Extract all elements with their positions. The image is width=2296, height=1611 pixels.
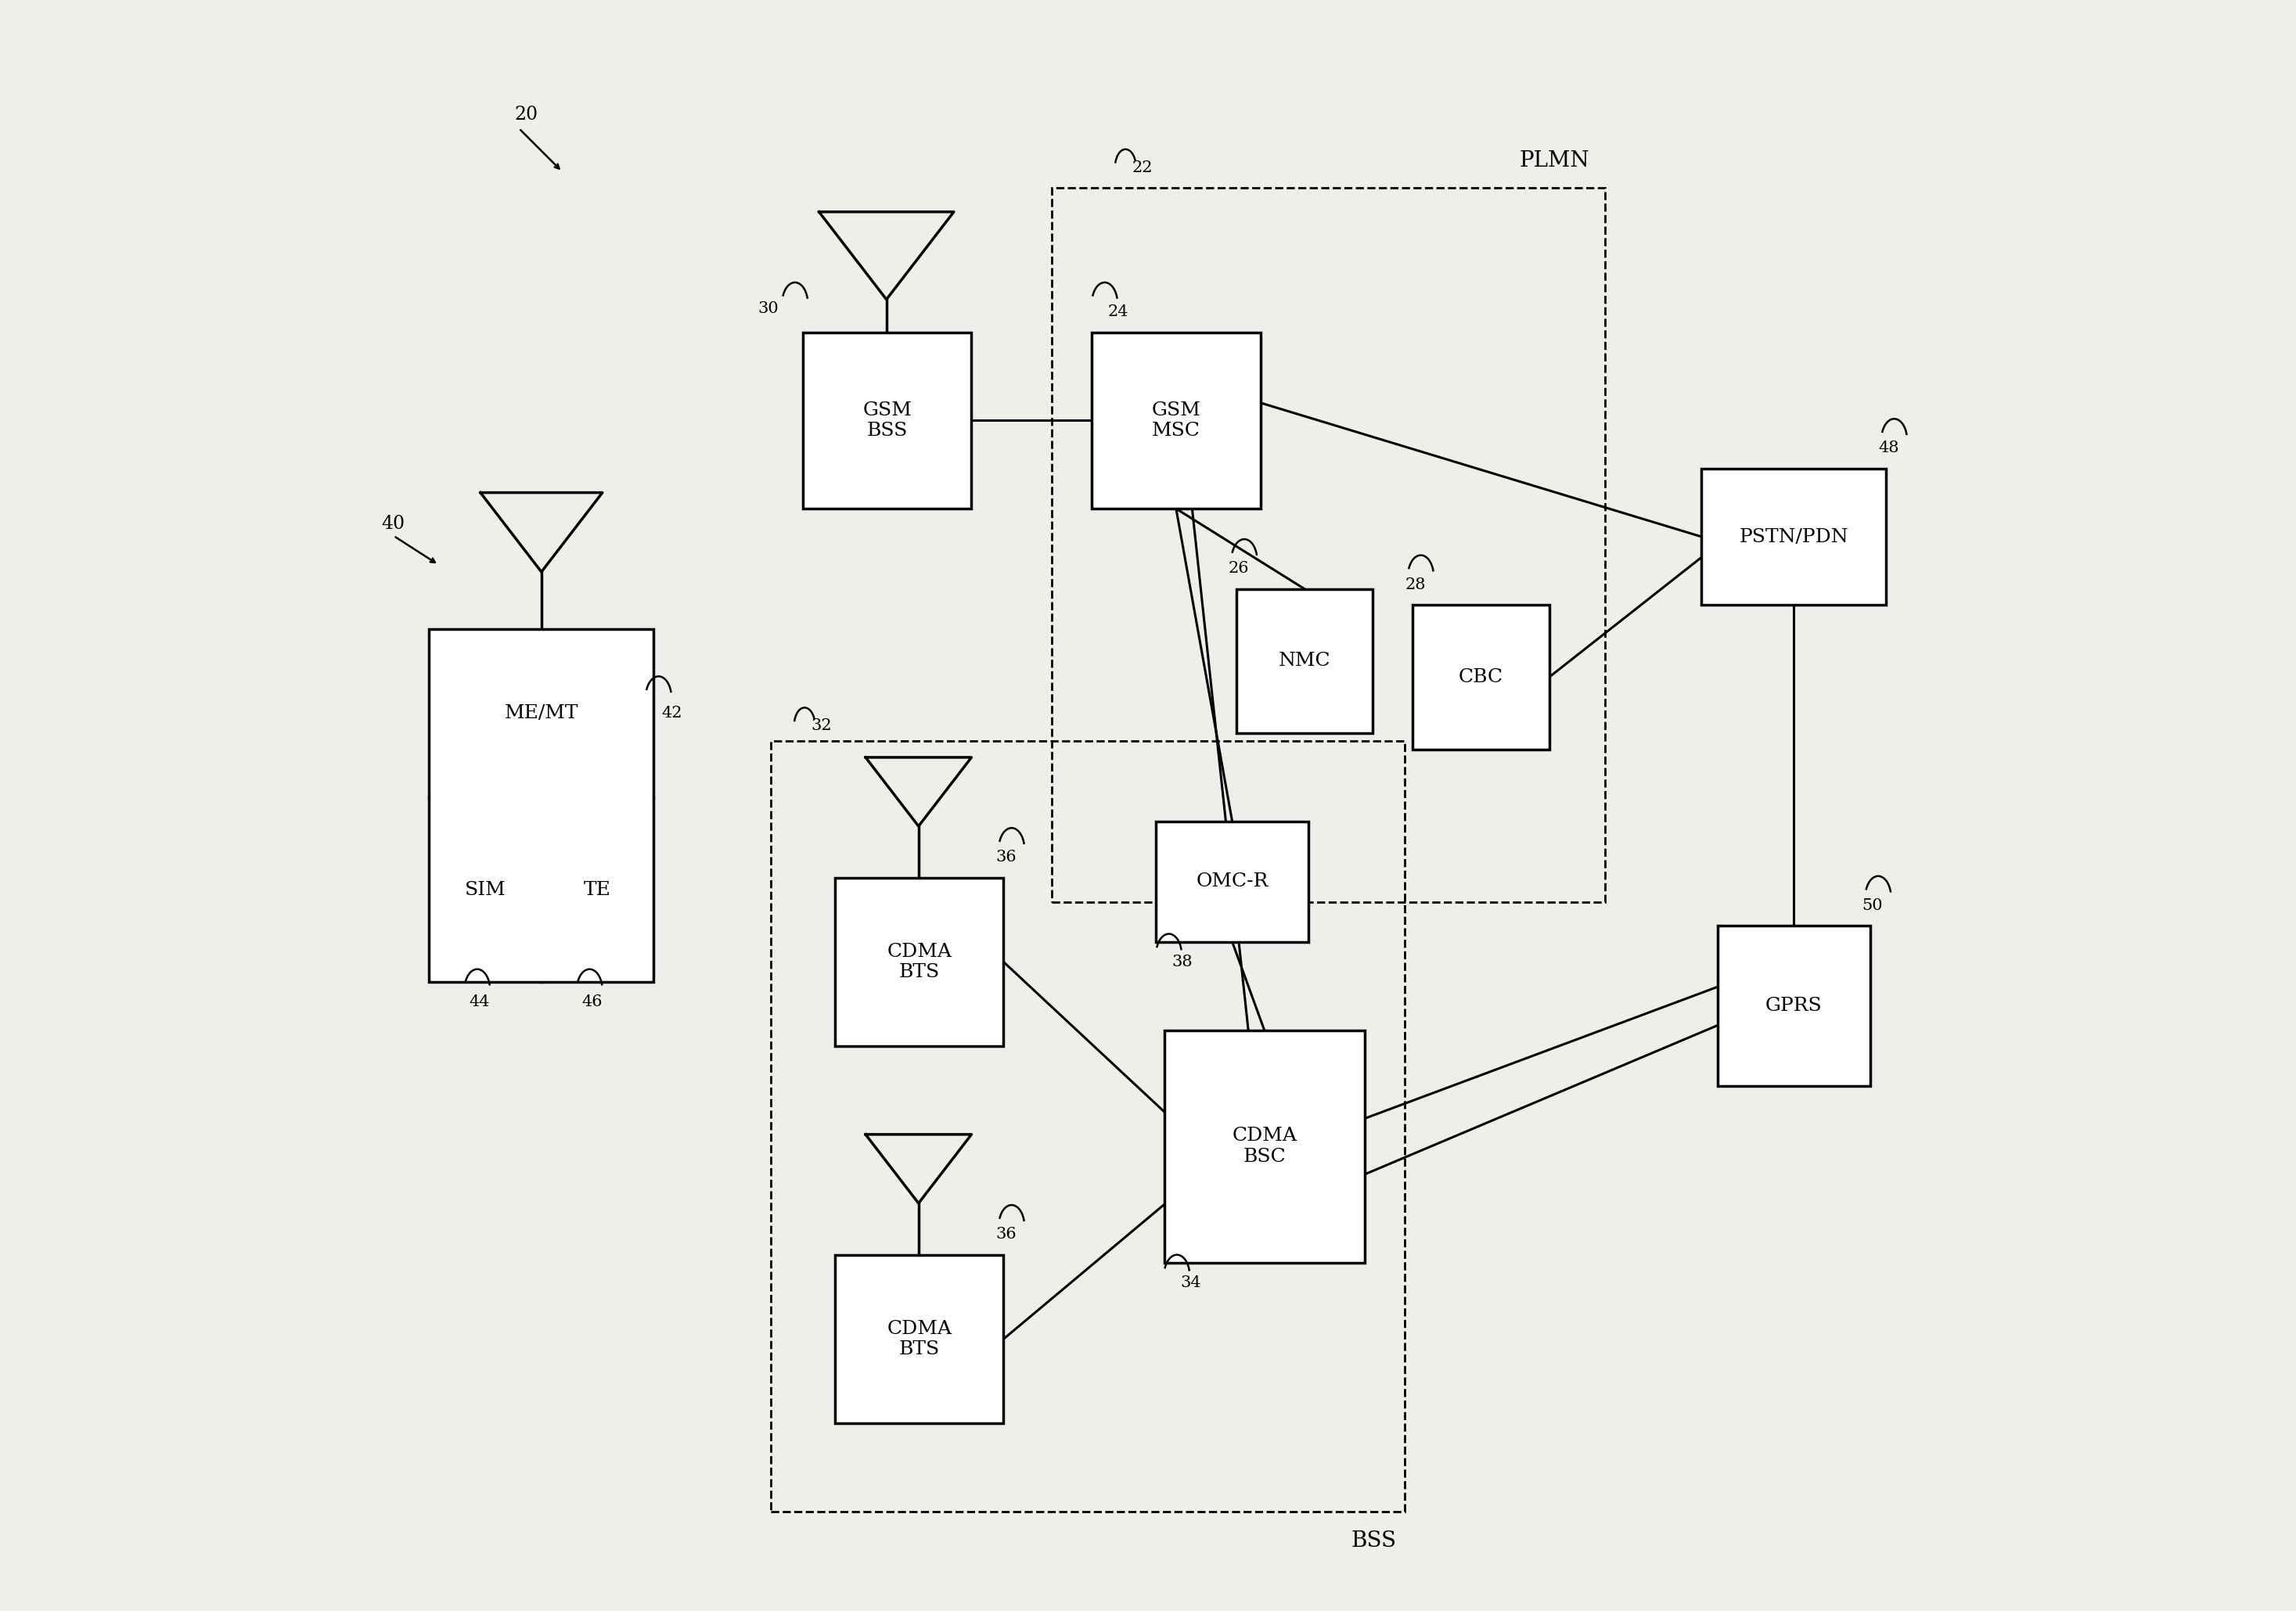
Text: 36: 36	[996, 1228, 1017, 1242]
Text: CDMA
BTS: CDMA BTS	[886, 942, 953, 981]
Text: BSS: BSS	[1352, 1530, 1396, 1551]
FancyBboxPatch shape	[1164, 1029, 1364, 1263]
FancyBboxPatch shape	[836, 1255, 1003, 1423]
Text: 28: 28	[1405, 577, 1426, 593]
Text: GSM
MSC: GSM MSC	[1153, 401, 1201, 440]
Text: 46: 46	[581, 996, 602, 1010]
Text: 48: 48	[1878, 441, 1899, 456]
Text: 30: 30	[758, 301, 778, 316]
Text: 32: 32	[810, 719, 831, 733]
Text: CBC: CBC	[1458, 669, 1504, 686]
Text: TE: TE	[583, 881, 611, 899]
Text: PSTN/PDN: PSTN/PDN	[1740, 528, 1848, 546]
Text: 40: 40	[381, 516, 404, 533]
FancyBboxPatch shape	[836, 878, 1003, 1046]
Text: 44: 44	[468, 996, 489, 1010]
FancyBboxPatch shape	[1412, 606, 1550, 749]
Text: 20: 20	[514, 106, 537, 124]
Text: GPRS: GPRS	[1766, 997, 1823, 1015]
Text: SIM: SIM	[464, 881, 505, 899]
Text: CDMA
BSC: CDMA BSC	[1233, 1128, 1297, 1166]
Text: ME/MT: ME/MT	[505, 704, 579, 722]
Text: PLMN: PLMN	[1520, 150, 1589, 172]
FancyBboxPatch shape	[429, 628, 654, 983]
FancyBboxPatch shape	[1701, 469, 1887, 606]
Text: 36: 36	[996, 851, 1017, 865]
FancyBboxPatch shape	[1235, 590, 1373, 733]
Text: OMC-R: OMC-R	[1196, 873, 1267, 891]
Text: CDMA
BTS: CDMA BTS	[886, 1319, 953, 1358]
FancyBboxPatch shape	[1717, 926, 1871, 1086]
Text: 26: 26	[1228, 561, 1249, 577]
Text: GSM
BSS: GSM BSS	[863, 401, 912, 440]
Text: 22: 22	[1132, 159, 1153, 176]
FancyBboxPatch shape	[804, 332, 971, 509]
FancyBboxPatch shape	[1155, 822, 1309, 942]
Text: 24: 24	[1109, 304, 1130, 319]
Text: 38: 38	[1171, 955, 1194, 970]
Text: 50: 50	[1862, 899, 1883, 913]
Text: NMC: NMC	[1279, 652, 1329, 670]
FancyBboxPatch shape	[1093, 332, 1261, 509]
Text: 42: 42	[661, 706, 682, 720]
Text: 34: 34	[1180, 1276, 1201, 1290]
